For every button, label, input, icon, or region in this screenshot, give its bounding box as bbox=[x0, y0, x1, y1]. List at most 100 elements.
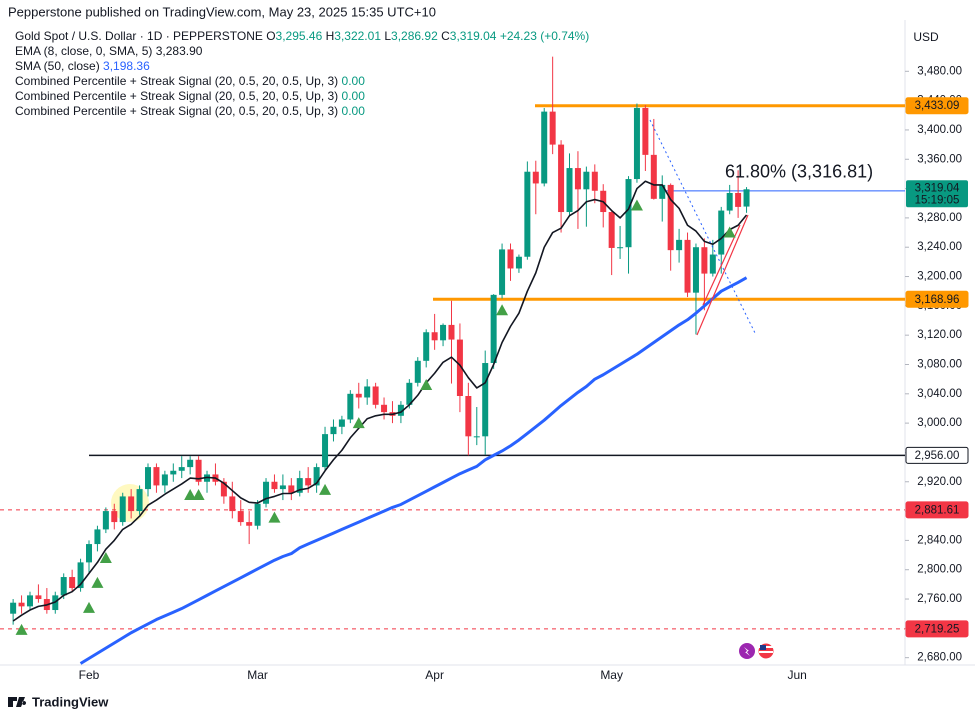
candle-body bbox=[338, 419, 345, 427]
candle-body bbox=[153, 467, 160, 486]
candle-body bbox=[18, 602, 25, 607]
y-tick-label: 3,480.00 bbox=[917, 65, 962, 77]
candle-body bbox=[178, 467, 185, 471]
ohlc-value: 3,322.01 bbox=[334, 29, 381, 43]
y-tick-label: 2,920.00 bbox=[917, 476, 962, 488]
legend-name: SMA (50, close) bbox=[15, 59, 100, 73]
candle-body bbox=[676, 239, 683, 251]
signal-marker bbox=[268, 511, 281, 523]
candle-body bbox=[659, 184, 666, 199]
y-tick-label: 3,200.00 bbox=[917, 271, 962, 283]
candle-body bbox=[667, 184, 674, 251]
level-label: 3,168.96 bbox=[915, 294, 960, 306]
legend-entry: EMA (8, close, 0, SMA, 5) 3,283.90 bbox=[15, 44, 203, 58]
symbol-legend: Gold Spot / U.S. Dollar · 1D · PEPPERSTO… bbox=[15, 29, 589, 43]
candle-body bbox=[642, 107, 649, 155]
change: +24.23 (+0.74%) bbox=[500, 29, 589, 43]
x-tick-label: May bbox=[600, 668, 623, 682]
candle-body bbox=[94, 529, 101, 545]
countdown: 15:19:05 bbox=[915, 194, 960, 206]
x-tick-label: Apr bbox=[425, 668, 444, 682]
ohlc-value: 3,286.92 bbox=[391, 29, 438, 43]
signal-marker bbox=[496, 304, 509, 316]
y-tick-label: 3,280.00 bbox=[917, 212, 962, 224]
ohlc-key: C bbox=[441, 29, 450, 43]
level-box bbox=[905, 290, 969, 308]
candle-body bbox=[355, 393, 362, 398]
indicator-lines bbox=[12, 180, 748, 665]
x-tick-label: Mar bbox=[247, 668, 268, 682]
candle-body bbox=[625, 179, 632, 248]
y-tick-label: 2,760.00 bbox=[917, 593, 962, 605]
indicator-line bbox=[12, 180, 748, 622]
level-label: 2,956.00 bbox=[915, 450, 960, 462]
candle-body bbox=[574, 168, 581, 190]
currency[interactable]: USD bbox=[913, 30, 939, 44]
legend-value: 0.00 bbox=[342, 89, 366, 103]
candle-body bbox=[591, 171, 598, 191]
level-box bbox=[905, 446, 969, 464]
signal-marker bbox=[99, 551, 112, 563]
candle-body bbox=[10, 602, 17, 614]
flag-stripe bbox=[759, 651, 773, 653]
signal-marker bbox=[184, 488, 197, 500]
legend-entry: Combined Percentile + Streak Signal (20,… bbox=[15, 89, 365, 103]
legend-value: 0.00 bbox=[342, 74, 366, 88]
legend-name: Combined Percentile + Streak Signal (20,… bbox=[15, 74, 338, 88]
candle-body bbox=[397, 404, 404, 416]
y-tick-label: 3,120.00 bbox=[917, 329, 962, 341]
fib-label: 61.80% (3,316.81) bbox=[725, 162, 873, 182]
legend-name: EMA (8, close, 0, SMA, 5) bbox=[15, 44, 152, 58]
candle-body bbox=[507, 249, 514, 269]
candle-body bbox=[69, 577, 76, 589]
candle-body bbox=[743, 189, 750, 207]
candle-body bbox=[414, 360, 421, 383]
candle-body bbox=[541, 111, 548, 184]
candle-body bbox=[35, 595, 42, 600]
candle-body bbox=[448, 324, 455, 340]
candle-body bbox=[86, 544, 92, 563]
candle-body bbox=[566, 168, 573, 213]
candle-body bbox=[499, 249, 506, 295]
signal-marker bbox=[630, 199, 643, 211]
candle-body bbox=[313, 467, 320, 486]
y-tick-label: 3,040.00 bbox=[917, 388, 962, 400]
levels bbox=[0, 104, 905, 630]
candle-body bbox=[701, 247, 708, 274]
last-price-box bbox=[906, 180, 968, 208]
candle-body bbox=[237, 511, 244, 523]
ohlc-key: H bbox=[326, 29, 335, 43]
y-tick-label: 3,080.00 bbox=[917, 359, 962, 371]
signals bbox=[15, 199, 736, 635]
candle-body bbox=[246, 522, 253, 526]
candle-body bbox=[77, 562, 84, 589]
candle-body bbox=[532, 171, 539, 184]
level-label: 2,881.61 bbox=[915, 504, 960, 516]
candle-body bbox=[161, 474, 168, 486]
candle-body bbox=[431, 332, 438, 341]
y-tick-label: 2,680.00 bbox=[917, 652, 962, 664]
candle-body bbox=[608, 212, 615, 248]
candle-body bbox=[279, 485, 286, 490]
candle-body bbox=[456, 339, 463, 397]
brand-name: TradingView bbox=[32, 694, 109, 709]
candle-body bbox=[735, 192, 742, 207]
y-tick-label: 3,400.00 bbox=[917, 124, 962, 136]
signal-marker bbox=[420, 379, 433, 391]
candle-body bbox=[296, 478, 303, 493]
candle-body bbox=[650, 154, 657, 199]
candle-body bbox=[633, 107, 640, 180]
candle-body bbox=[26, 595, 33, 607]
legend-value: 3,283.90 bbox=[156, 44, 203, 58]
candle-body bbox=[440, 324, 447, 341]
signal-marker bbox=[91, 576, 104, 588]
candle-body bbox=[726, 192, 733, 211]
candle-body bbox=[111, 511, 118, 523]
candle-body bbox=[288, 485, 295, 493]
signal-marker bbox=[192, 488, 205, 500]
level-box bbox=[905, 97, 969, 115]
legend-entry: Combined Percentile + Streak Signal (20,… bbox=[15, 74, 365, 88]
candle-body bbox=[558, 144, 565, 213]
ohlc-value: 3,319.04 bbox=[450, 29, 497, 43]
candle-body bbox=[583, 171, 590, 190]
